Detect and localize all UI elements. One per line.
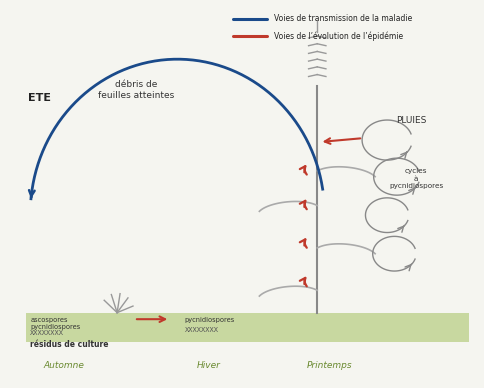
Text: Automne: Automne (44, 361, 84, 370)
Text: ascospores
pycnidiospores: ascospores pycnidiospores (30, 317, 80, 330)
Text: Hiver: Hiver (197, 361, 220, 370)
Text: débris de
feuilles atteintes: débris de feuilles atteintes (98, 80, 174, 100)
Text: résidus de culture: résidus de culture (30, 340, 108, 348)
Text: cycles
à
pycnidiospores: cycles à pycnidiospores (388, 168, 442, 189)
FancyBboxPatch shape (26, 314, 468, 342)
Text: PLUIES: PLUIES (395, 116, 425, 125)
Text: Voies de l’évolution de l’épidémie: Voies de l’évolution de l’épidémie (273, 31, 402, 41)
Text: XXXXXXXX: XXXXXXXX (30, 329, 64, 336)
Text: Printemps: Printemps (306, 361, 351, 370)
Text: Voies de transmission de la maladie: Voies de transmission de la maladie (273, 14, 411, 23)
Text: pycnidiospores: pycnidiospores (184, 317, 234, 322)
Text: ETE: ETE (28, 93, 51, 103)
Text: XXXXXXXX: XXXXXXXX (184, 327, 218, 333)
